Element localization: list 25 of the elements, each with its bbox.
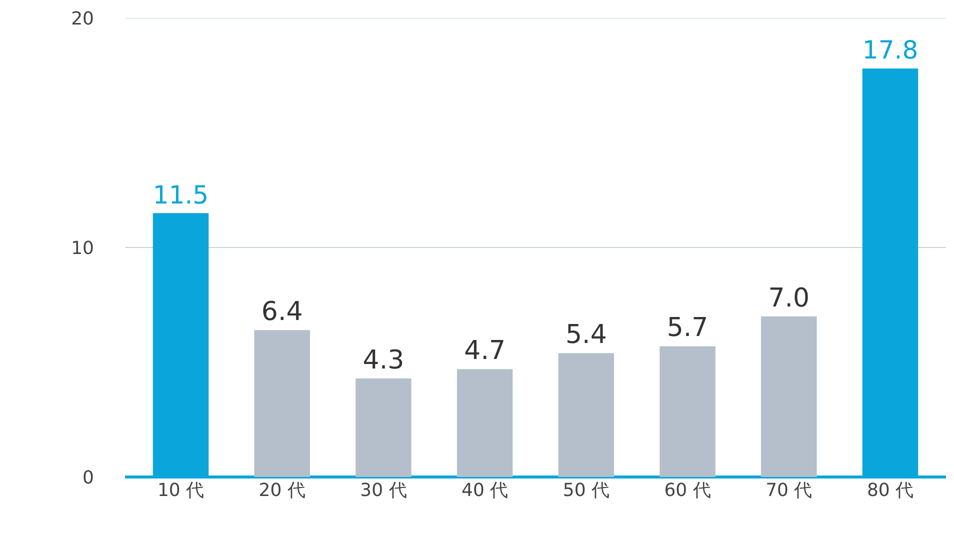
y-tick-label: 10 (71, 238, 94, 259)
x-tick-label: 40 代 (462, 480, 508, 501)
x-tick-label: 30 代 (360, 480, 407, 501)
data-label: 6.4 (261, 297, 303, 328)
y-tick-label: 0 (82, 467, 94, 488)
bar (356, 378, 412, 477)
x-tick-label: 10 代 (157, 480, 204, 501)
data-label: 5.7 (666, 313, 708, 344)
x-tick-label: 50 代 (562, 480, 610, 501)
x-tick-label: 70 代 (766, 480, 812, 501)
bar (456, 369, 513, 477)
x-tick-label: 20 代 (258, 480, 306, 501)
x-tick-label: 60 代 (664, 480, 711, 501)
data-label: 11.5 (152, 180, 209, 210)
y-tick-label: 20 (71, 8, 94, 30)
bar (660, 346, 716, 477)
bar (254, 330, 310, 477)
data-label: 4.3 (362, 345, 404, 376)
data-label: 7.0 (768, 283, 810, 314)
data-label: 4.7 (464, 336, 506, 366)
data-label: 5.4 (566, 320, 607, 350)
bar (558, 353, 614, 477)
bar (761, 316, 817, 477)
data-label: 17.8 (862, 36, 918, 65)
x-tick-label: 80 代 (866, 480, 914, 501)
